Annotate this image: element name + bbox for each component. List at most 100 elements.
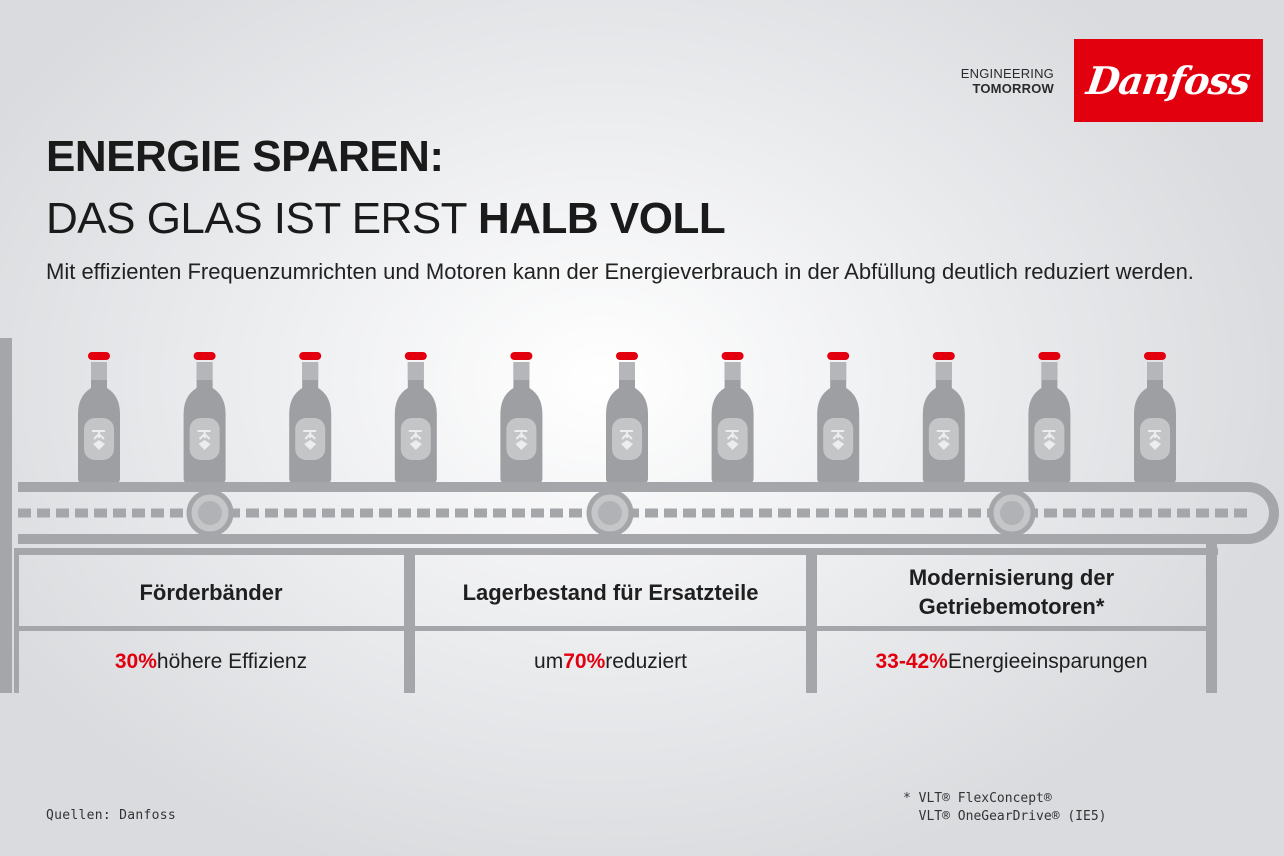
bottle-label xyxy=(506,418,537,460)
table-divider-2 xyxy=(806,555,817,693)
label-emblem xyxy=(197,430,211,440)
bottle-cap xyxy=(827,352,850,360)
bottle-icon xyxy=(78,352,120,484)
footnote-line1: * VLT® FlexConcept® xyxy=(903,791,1052,806)
stat-suffix: höhere Effizienz xyxy=(156,650,308,673)
label-emblem xyxy=(304,440,317,450)
tagline-line2: TOMORROW xyxy=(972,81,1054,96)
bottle-neck xyxy=(935,362,952,380)
headline-line2: DAS GLAS IST ERST HALB VOLL xyxy=(46,194,726,244)
bottle-neck xyxy=(407,362,424,380)
label-emblem xyxy=(92,430,105,440)
danfoss-logo: Danfoss xyxy=(1074,39,1263,122)
bottle-icon xyxy=(711,352,754,484)
label-emblem xyxy=(514,430,528,440)
label-emblem xyxy=(303,430,317,440)
label-emblem xyxy=(620,430,633,440)
bottle-label xyxy=(823,418,854,460)
conveyor-illustration xyxy=(0,338,1279,693)
roller-hub xyxy=(1000,501,1024,525)
stat-suffix: Energieeinsparungen xyxy=(947,650,1148,673)
bottle-neck xyxy=(302,362,319,380)
belt-base xyxy=(14,548,1218,555)
bottle-cap xyxy=(193,352,216,360)
bottle-neck xyxy=(513,362,530,380)
label-emblem xyxy=(831,430,845,440)
bottle-neck xyxy=(830,362,847,380)
stat-title-conveyor: Förderbänder xyxy=(139,579,283,605)
bottle-cap xyxy=(1144,352,1166,360)
stat-title-gearmotors: Modernisierung der Getriebemotoren* xyxy=(908,565,1115,619)
stat-highlight: 33-42% xyxy=(875,650,948,673)
label-emblem xyxy=(408,430,422,440)
bottle-icon xyxy=(606,352,648,484)
tagline-line1: ENGINEERING xyxy=(960,66,1054,81)
bottle-cap xyxy=(616,352,638,360)
bottle-row xyxy=(78,352,1176,484)
label-emblem xyxy=(936,430,950,440)
bottle-icon xyxy=(922,352,965,484)
headline-light: DAS GLAS IST ERST xyxy=(46,194,478,243)
stat-highlight: 30% xyxy=(114,650,157,673)
bottle-icon xyxy=(183,352,226,484)
stat-title-spare-parts: Lagerbestand für Ersatzteile xyxy=(462,579,759,605)
bottle-neck xyxy=(724,362,741,380)
label-emblem xyxy=(1043,440,1056,450)
roller-hub xyxy=(198,501,222,525)
bottle-label xyxy=(189,418,220,460)
bottle-label xyxy=(1034,418,1065,460)
belt-loop xyxy=(18,482,1279,544)
bottle-cap xyxy=(721,352,744,360)
label-emblem xyxy=(937,440,950,450)
left-post xyxy=(0,338,12,693)
bottle-cap xyxy=(1038,352,1061,360)
bottle-label xyxy=(1140,418,1170,460)
bottle-label xyxy=(928,418,959,460)
bottle-neck xyxy=(1147,362,1163,380)
stat-value-conveyor: 30% höhere Effizienz xyxy=(18,644,404,680)
label-emblem xyxy=(1148,430,1161,440)
bottle-neck xyxy=(619,362,635,380)
belt-rollers xyxy=(186,489,1036,537)
stat-prefix: um xyxy=(534,650,564,673)
bottle-icon xyxy=(289,352,332,484)
bottle-label xyxy=(717,418,748,460)
bottle-label xyxy=(295,418,326,460)
bottle-icon xyxy=(500,352,543,484)
label-emblem xyxy=(726,440,739,450)
label-emblem xyxy=(93,440,105,450)
label-emblem xyxy=(515,440,528,450)
bottle-label xyxy=(84,418,114,460)
label-emblem xyxy=(1042,430,1056,440)
table-divider-1 xyxy=(404,555,415,693)
bottle-cap xyxy=(932,352,955,360)
headline-bold: HALB VOLL xyxy=(477,194,726,243)
label-emblem xyxy=(198,440,211,450)
brand-tagline: ENGINEERING TOMORROW xyxy=(946,66,1054,96)
bottle-cap xyxy=(510,352,533,360)
footnote-line2: VLT® OneGearDrive® (IE5) xyxy=(903,809,1107,824)
bottle-icon xyxy=(394,352,437,484)
table-leg-left xyxy=(14,555,19,693)
bottle-cap xyxy=(299,352,322,360)
table-leg-right xyxy=(1206,544,1217,693)
headline-line1: ENERGIE SPAREN: xyxy=(46,132,444,181)
bottle-label xyxy=(400,418,431,460)
stat-highlight: 70% xyxy=(563,650,606,673)
label-emblem xyxy=(725,430,739,440)
bottle-cap xyxy=(404,352,427,360)
subtitle: Mit effizienten Frequenzumrichten und Mo… xyxy=(46,259,1194,284)
bottle-label xyxy=(612,418,642,460)
bottle-neck xyxy=(91,362,107,380)
bottle-neck xyxy=(1041,362,1058,380)
label-emblem xyxy=(832,440,845,450)
label-emblem xyxy=(409,440,422,450)
bottle-neck xyxy=(196,362,213,380)
bottle-cap xyxy=(88,352,110,360)
bottle-icon xyxy=(817,352,860,484)
bottle-icon xyxy=(1028,352,1071,484)
table-row-separator xyxy=(14,626,1212,631)
label-emblem xyxy=(1149,440,1161,450)
stat-value-spare-parts: um 70% reduziert xyxy=(415,644,806,680)
source-note: Quellen: Danfoss xyxy=(46,808,177,823)
